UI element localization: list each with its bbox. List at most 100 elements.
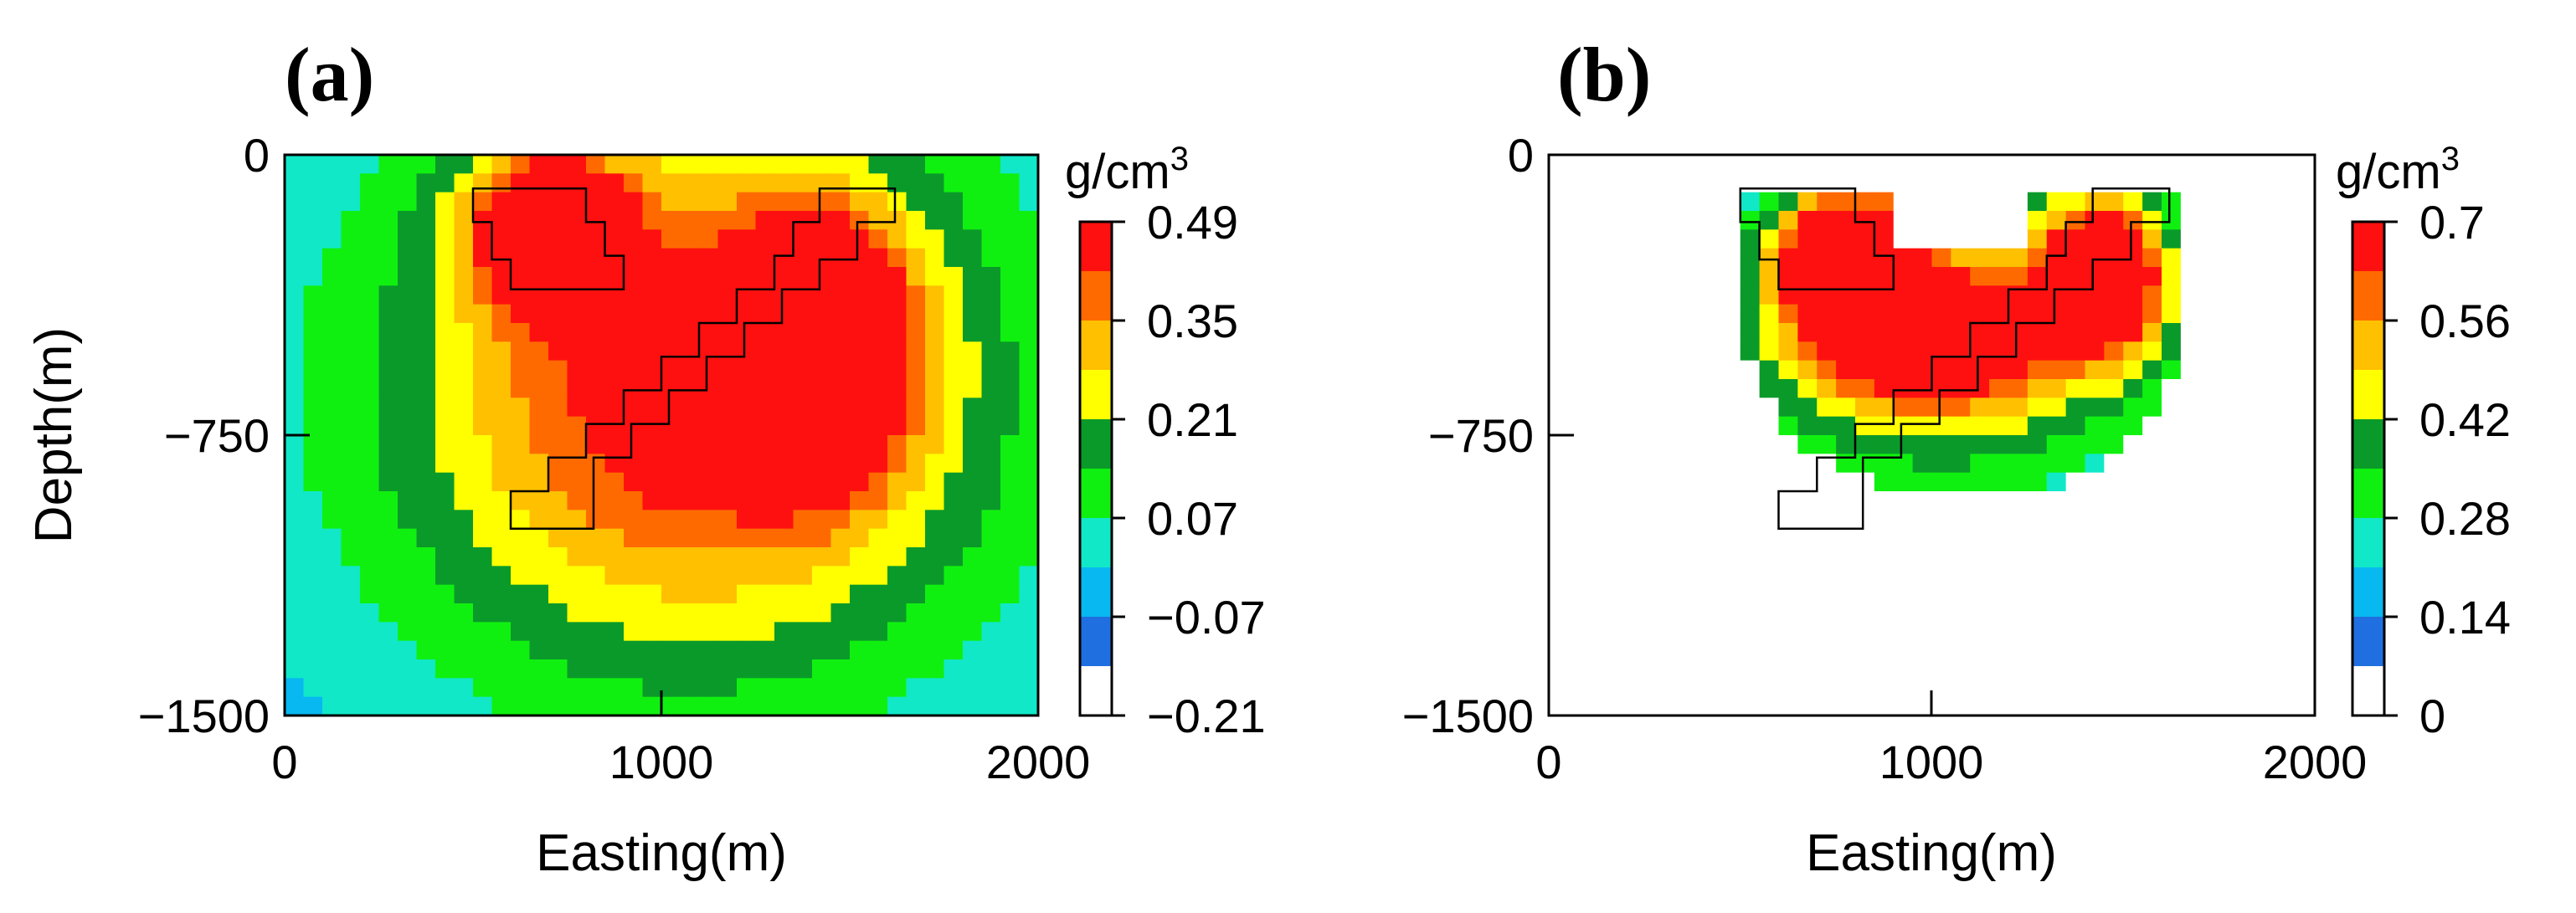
heatmap-cell	[1951, 528, 1971, 548]
heatmap-cell	[491, 566, 512, 586]
heatmap-cell	[341, 285, 361, 305]
heatmap-cell	[2123, 584, 2143, 604]
heatmap-cell	[548, 155, 568, 174]
heatmap-cell	[850, 229, 870, 249]
heatmap-cell	[2238, 584, 2258, 604]
heatmap-cell	[1644, 398, 1664, 418]
heatmap-cell	[1817, 323, 1837, 342]
heatmap-cell	[398, 267, 418, 286]
heatmap-cell	[285, 398, 305, 418]
heatmap-cell	[2046, 678, 2067, 698]
heatmap-cell	[1797, 696, 1818, 716]
heatmap-cell	[1606, 472, 1627, 492]
heatmap-cell	[2008, 472, 2028, 492]
heatmap-cell	[2104, 472, 2124, 492]
heatmap-cell	[2065, 603, 2086, 623]
heatmap-cell	[1683, 323, 1703, 342]
heatmap-cell	[2008, 566, 2028, 586]
heatmap-cell	[416, 285, 436, 305]
heatmap-cell	[642, 472, 662, 492]
heatmap-cell	[661, 398, 681, 418]
heatmap-cell	[2123, 229, 2143, 249]
heatmap-cell	[774, 603, 794, 623]
heatmap-cell	[2199, 416, 2220, 436]
heatmap-cell	[1931, 528, 1951, 548]
heatmap-cell	[2276, 454, 2296, 474]
heatmap-cell	[1912, 528, 1933, 548]
heatmap-cell	[906, 454, 926, 474]
heatmap-cell	[1720, 547, 1741, 567]
heatmap-cell	[1702, 603, 1722, 623]
heatmap-cell	[1644, 454, 1664, 474]
heatmap-cell	[511, 211, 531, 230]
heatmap-cell	[1549, 454, 1569, 474]
heatmap-cell	[963, 323, 983, 342]
heatmap-cell	[454, 416, 474, 436]
heatmap-cell	[1019, 323, 1039, 342]
heatmap-cell	[737, 528, 757, 548]
heatmap-cell	[2180, 528, 2201, 548]
heatmap-cell	[604, 192, 625, 212]
heatmap-cell	[2219, 678, 2239, 698]
heatmap-cell	[1000, 547, 1021, 567]
heatmap-cell	[2008, 584, 2028, 604]
heatmap-cell	[604, 454, 625, 474]
heatmap-cell	[1931, 267, 1951, 286]
heatmap-cell	[944, 211, 964, 230]
heatmap-cell	[1855, 341, 1875, 362]
heatmap-cell	[981, 640, 1001, 660]
heatmap-cell	[2046, 323, 2067, 342]
heatmap-cell	[1720, 285, 1741, 305]
heatmap-cell	[529, 360, 549, 380]
heatmap-cell	[398, 491, 418, 510]
heatmap-cell	[1855, 491, 1875, 510]
heatmap-cell	[1000, 566, 1021, 586]
heatmap-cell	[473, 435, 493, 454]
heatmap-cell	[1797, 173, 1818, 193]
heatmap-cell	[2027, 659, 2048, 679]
heatmap-cell	[1586, 547, 1607, 567]
heatmap-cell	[1000, 472, 1021, 492]
heatmap-cell	[717, 323, 738, 342]
heatmap-cell	[1606, 603, 1627, 623]
heatmap-cell	[1874, 528, 1895, 548]
heatmap-cell	[529, 323, 549, 342]
heatmap-cell	[341, 640, 361, 660]
heatmap-cell	[1759, 398, 1780, 418]
heatmap-cell	[1931, 603, 1951, 623]
heatmap-cell	[1836, 267, 1856, 286]
heatmap-cell	[755, 323, 775, 342]
heatmap-cell	[435, 192, 455, 212]
heatmap-cell	[398, 472, 418, 492]
heatmap-cell	[868, 416, 888, 436]
heatmap-cell	[1951, 678, 1971, 698]
heatmap-cell	[1019, 173, 1039, 193]
heatmap-cell	[1951, 341, 1971, 362]
heatmap-cell	[529, 398, 549, 418]
heatmap-cell	[2123, 285, 2143, 305]
heatmap-cell	[1663, 584, 1684, 604]
heatmap-cell	[1931, 398, 1951, 418]
heatmap-cell	[925, 472, 945, 492]
heatmap-cell	[737, 341, 757, 362]
heatmap-cell	[793, 416, 813, 436]
heatmap-cell	[1951, 304, 1971, 324]
heatmap-cell	[1778, 341, 1798, 362]
heatmap-cell	[1855, 416, 1875, 436]
heatmap-cell	[661, 341, 681, 362]
heatmap-cell	[737, 155, 757, 174]
heatmap-cell	[2085, 248, 2105, 268]
heatmap-cell	[1931, 379, 1951, 398]
heatmap-cell	[2180, 173, 2201, 193]
heatmap-cell	[1586, 248, 1607, 268]
heatmap-cell	[1019, 229, 1039, 249]
heatmap-cell	[2276, 248, 2296, 268]
heatmap-cell	[887, 491, 908, 510]
heatmap-cell	[2142, 341, 2162, 362]
heatmap-cell	[1893, 323, 1914, 342]
heatmap-cell	[2296, 192, 2316, 212]
heatmap-cell	[378, 454, 398, 474]
heatmap-cell	[830, 528, 851, 548]
heatmap-cell	[1019, 304, 1039, 324]
heatmap-cell	[491, 155, 512, 174]
